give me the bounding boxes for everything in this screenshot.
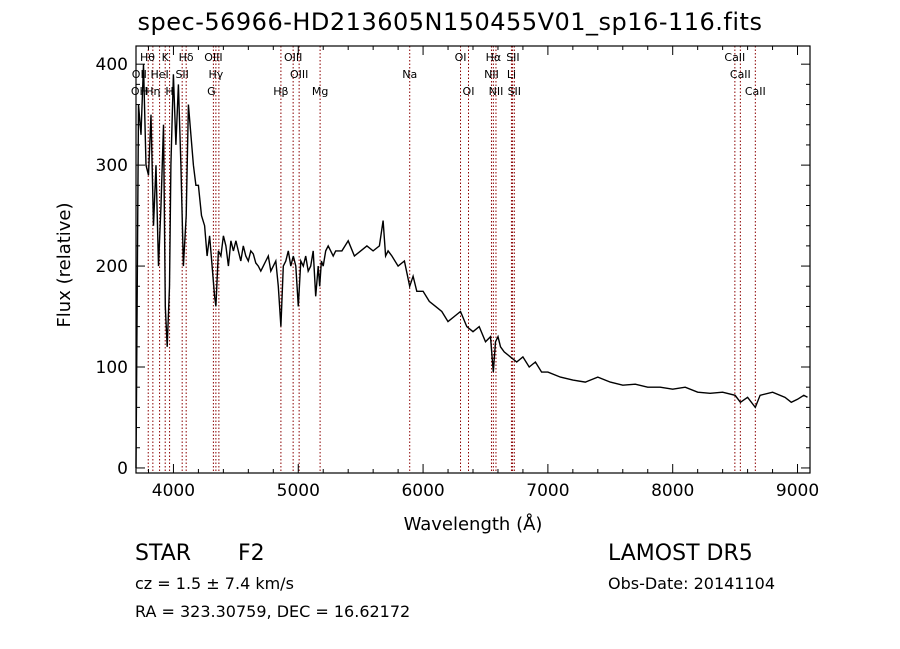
spectral-line-label: NII bbox=[484, 68, 499, 81]
coordinates: RA = 323.30759, DEC = 16.62172 bbox=[135, 602, 411, 621]
spectral-line-markers bbox=[147, 46, 756, 473]
spectral-line-label: K bbox=[162, 51, 170, 64]
spectral-line-label: CaII bbox=[730, 68, 751, 81]
spectral-line-label: OI bbox=[455, 51, 467, 64]
x-tick-label: 6000 bbox=[401, 481, 444, 501]
y-axis-ticks: 0 100 200 300 400 bbox=[96, 55, 810, 479]
spectral-line-label: SII bbox=[506, 51, 519, 64]
redshift-velocity: cz = 1.5 ± 7.4 km/s bbox=[135, 574, 294, 593]
y-tick-label: 400 bbox=[96, 55, 128, 75]
spectral-line-label: OI bbox=[463, 85, 475, 98]
x-tick-label: 7000 bbox=[526, 481, 569, 501]
spectral-line-label: Hδ bbox=[179, 51, 194, 64]
x-tick-label: 9000 bbox=[776, 481, 819, 501]
survey-name: LAMOST DR5 bbox=[608, 541, 753, 566]
spectral-line-label: Hα bbox=[486, 51, 502, 64]
spectral-line-label: Hγ bbox=[208, 68, 223, 81]
spectral-line-label: Na bbox=[402, 68, 417, 81]
x-tick-label: 8000 bbox=[651, 481, 694, 501]
y-tick-label: 200 bbox=[96, 257, 128, 277]
spectrum-series-line bbox=[135, 64, 808, 469]
spectral-line-label: CaII bbox=[745, 85, 766, 98]
y-tick-label: 0 bbox=[117, 459, 128, 479]
spectral-line-label: OII bbox=[132, 68, 147, 81]
spectral-line-labels: Hθ K Hδ OIII OIII OI Hα SII CaII OII HeI SII Hγ OIII N… bbox=[131, 51, 766, 98]
spectral-line-label: OIII bbox=[284, 51, 302, 64]
spectral-line-label: Hβ bbox=[273, 85, 288, 98]
spectral-line-label: CaII bbox=[724, 51, 745, 64]
spectral-line-label: H bbox=[165, 85, 173, 98]
observation-date: Obs-Date: 20141104 bbox=[608, 574, 776, 593]
spectral-line-label: Hη bbox=[145, 85, 160, 98]
object-class: STAR bbox=[135, 541, 192, 566]
spectral-line-label: OIII bbox=[290, 68, 308, 81]
spectral-line-label: Hθ bbox=[140, 51, 155, 64]
spectral-line-label: SII bbox=[175, 68, 188, 81]
x-axis-label: Wavelength (Å) bbox=[404, 513, 543, 535]
y-tick-label: 100 bbox=[96, 358, 128, 378]
plot-frame bbox=[135, 45, 811, 474]
x-tick-label: 4000 bbox=[152, 481, 195, 501]
y-tick-label: 300 bbox=[96, 156, 128, 176]
y-axis-label: Flux (relative) bbox=[54, 202, 75, 327]
spectral-line-label: SII bbox=[508, 85, 521, 98]
spectral-line-label: Mg bbox=[312, 85, 328, 98]
x-tick-label: 5000 bbox=[277, 481, 320, 501]
spectral-line-label: OIII bbox=[204, 51, 222, 64]
spectral-line-label: HeI bbox=[150, 68, 168, 81]
chart-title: spec-56966-HD213605N150455V01_sp16-116.f… bbox=[137, 8, 763, 36]
x-axis-ticks: 4000 5000 6000 7000 8000 9000 bbox=[147, 46, 819, 501]
spectral-line-label: G bbox=[207, 85, 216, 98]
spectral-line-label: Li bbox=[507, 68, 516, 81]
spectral-line-label: NII bbox=[489, 85, 504, 98]
object-subclass: F2 bbox=[238, 541, 265, 566]
